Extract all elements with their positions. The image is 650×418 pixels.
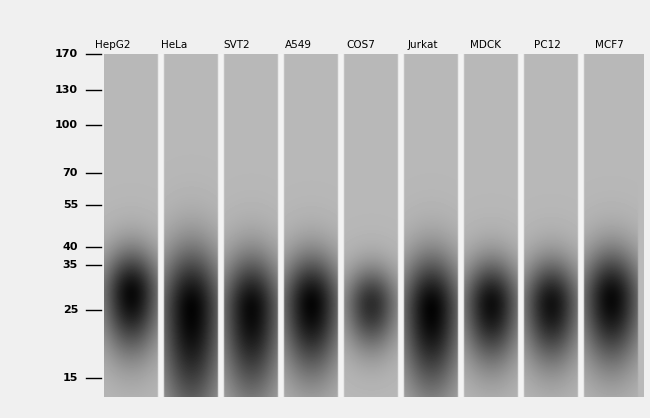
Text: 70: 70 xyxy=(62,168,78,178)
Text: 35: 35 xyxy=(63,260,78,270)
Text: 130: 130 xyxy=(55,85,78,95)
Text: SVT2: SVT2 xyxy=(224,40,250,50)
Text: 25: 25 xyxy=(62,305,78,315)
Text: 55: 55 xyxy=(63,200,78,210)
Text: 100: 100 xyxy=(55,120,78,130)
Text: COS7: COS7 xyxy=(346,40,375,50)
Text: A549: A549 xyxy=(285,40,312,50)
Text: PC12: PC12 xyxy=(534,40,561,50)
Text: 15: 15 xyxy=(62,373,78,383)
Text: HepG2: HepG2 xyxy=(95,40,130,50)
Text: MCF7: MCF7 xyxy=(595,40,624,50)
Text: HeLa: HeLa xyxy=(161,40,188,50)
Text: 170: 170 xyxy=(55,49,78,59)
Text: Jurkat: Jurkat xyxy=(408,40,438,50)
Text: 40: 40 xyxy=(62,242,78,252)
Text: MDCK: MDCK xyxy=(469,40,501,50)
